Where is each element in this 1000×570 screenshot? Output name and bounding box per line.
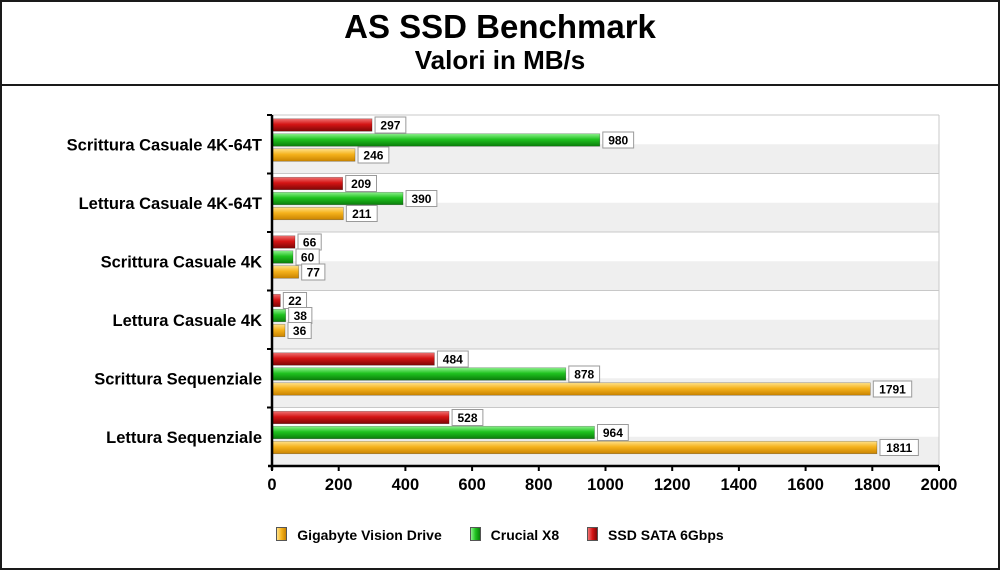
value-label-ssd-sata-6gbps-lettura-casuale-4k-64t: 209 xyxy=(351,177,371,191)
x-tick-label-400: 400 xyxy=(392,476,420,494)
value-box-gigabyte-vision-drive-scrittura-sequenziale xyxy=(872,380,913,398)
value-label-crucial-x8-lettura-sequenziale: 964 xyxy=(603,426,623,440)
value-box-ssd-sata-6gbps-lettura-casuale-4k-64t xyxy=(345,175,378,192)
value-label-gigabyte-vision-drive-scrittura-casuale-4k-64t: 246 xyxy=(363,149,383,163)
value-label-crucial-x8-scrittura-casuale-4k-64t: 980 xyxy=(608,134,628,148)
bar-crucial-x8-lettura-sequenziale xyxy=(272,425,595,440)
legend-label-crucial: Crucial X8 xyxy=(490,527,560,544)
category-label-lettura-casuale-4k: Lettura Casuale 4K xyxy=(113,312,263,330)
legend-item-sata: SSD SATA 6Gbps xyxy=(587,527,724,543)
x-tick-label-600: 600 xyxy=(458,476,486,494)
value-label-ssd-sata-6gbps-lettura-sequenziale: 528 xyxy=(457,411,477,425)
value-label-gigabyte-vision-drive-lettura-sequenziale: 1811 xyxy=(886,441,912,455)
x-tick-label-1400: 1400 xyxy=(721,476,758,494)
category-label-scrittura-sequenziale: Scrittura Sequenziale xyxy=(94,370,262,388)
value-box-ssd-sata-6gbps-lettura-sequenziale xyxy=(451,409,484,426)
bar-crucial-x8-scrittura-casuale-4k-64t xyxy=(272,133,601,147)
bar-ssd-sata-6gbps-lettura-casuale-4k xyxy=(272,293,281,308)
x-tick-label-1200: 1200 xyxy=(654,476,691,494)
value-label-gigabyte-vision-drive-scrittura-casuale-4k: 77 xyxy=(307,266,321,280)
value-box-gigabyte-vision-drive-lettura-casuale-4k-64t xyxy=(345,205,378,222)
value-box-ssd-sata-6gbps-scrittura-sequenziale xyxy=(436,350,469,368)
x-tick-label-800: 800 xyxy=(525,476,553,494)
band-lettura-casuale-4k xyxy=(272,319,939,349)
band-lettura-casuale-4k-64t xyxy=(272,202,939,232)
legend-item-gigabyte: Gigabyte Vision Drive xyxy=(276,527,442,544)
value-label-gigabyte-vision-drive-lettura-casuale-4k: 36 xyxy=(293,324,307,338)
bar-crucial-x8-lettura-casuale-4k-64t xyxy=(272,191,404,206)
value-label-crucial-x8-lettura-casuale-4k-64t: 390 xyxy=(411,192,431,206)
category-label-lettura-casuale-4k-64t: Lettura Casuale 4K-64T xyxy=(79,195,262,213)
chart-subtitle: Valori in MB/s xyxy=(414,45,586,75)
bar-gigabyte-vision-drive-scrittura-sequenziale xyxy=(272,382,871,396)
legend-swatch-crucial xyxy=(469,527,481,542)
value-label-gigabyte-vision-drive-lettura-casuale-4k-64t: 211 xyxy=(352,207,372,221)
category-label-scrittura-casuale-4k: Scrittura Casuale 4K xyxy=(101,253,262,271)
value-box-crucial-x8-lettura-sequenziale xyxy=(596,424,629,441)
value-box-crucial-x8-lettura-casuale-4k-64t xyxy=(405,190,438,207)
value-label-crucial-x8-scrittura-sequenziale: 878 xyxy=(574,368,594,382)
chart-header: AS SSD Benchmark Valori in MB/s xyxy=(2,2,998,86)
bar-gigabyte-vision-drive-scrittura-casuale-4k xyxy=(272,265,299,279)
legend-item-crucial: Crucial X8 xyxy=(469,527,560,544)
x-tick-label-1000: 1000 xyxy=(587,476,624,494)
bar-ssd-sata-6gbps-lettura-sequenziale xyxy=(272,410,450,425)
x-tick-label-1600: 1600 xyxy=(787,476,824,494)
bar-ssd-sata-6gbps-scrittura-casuale-4k-64t xyxy=(272,118,373,132)
bar-gigabyte-vision-drive-lettura-sequenziale xyxy=(272,440,878,455)
category-label-lettura-sequenziale: Lettura Sequenziale xyxy=(106,429,262,447)
category-label-scrittura-casuale-4k-64t: Scrittura Casuale 4K-64T xyxy=(67,136,262,154)
value-box-ssd-sata-6gbps-scrittura-casuale-4k-64t xyxy=(374,116,407,134)
x-tick-label-1800: 1800 xyxy=(854,476,891,494)
x-tick-label-2000: 2000 xyxy=(921,476,958,494)
bar-ssd-sata-6gbps-lettura-casuale-4k-64t xyxy=(272,176,344,191)
bar-crucial-x8-scrittura-casuale-4k xyxy=(272,250,294,264)
bar-crucial-x8-lettura-casuale-4k xyxy=(272,308,286,323)
bar-ssd-sata-6gbps-scrittura-sequenziale xyxy=(272,352,435,366)
value-label-ssd-sata-6gbps-scrittura-casuale-4k-64t: 297 xyxy=(380,119,400,133)
value-label-gigabyte-vision-drive-scrittura-sequenziale: 1791 xyxy=(879,383,906,397)
value-box-gigabyte-vision-drive-scrittura-casuale-4k-64t xyxy=(357,146,390,164)
value-box-crucial-x8-scrittura-casuale-4k-64t xyxy=(602,131,635,149)
bar-gigabyte-vision-drive-lettura-casuale-4k-64t xyxy=(272,206,344,221)
value-box-gigabyte-vision-drive-lettura-casuale-4k xyxy=(287,322,312,339)
value-label-ssd-sata-6gbps-scrittura-casuale-4k: 66 xyxy=(303,236,317,250)
legend-swatch-gigabyte xyxy=(276,527,288,542)
x-tick-label-200: 200 xyxy=(325,476,353,494)
value-box-gigabyte-vision-drive-lettura-sequenziale xyxy=(879,439,919,456)
bar-crucial-x8-scrittura-sequenziale xyxy=(272,367,567,381)
value-label-ssd-sata-6gbps-lettura-casuale-4k: 22 xyxy=(288,294,302,308)
value-label-crucial-x8-scrittura-casuale-4k: 60 xyxy=(301,251,315,265)
value-box-crucial-x8-scrittura-sequenziale xyxy=(568,365,601,383)
bar-gigabyte-vision-drive-lettura-casuale-4k xyxy=(272,323,286,338)
bar-gigabyte-vision-drive-scrittura-casuale-4k-64t xyxy=(272,148,356,162)
value-label-crucial-x8-lettura-casuale-4k: 38 xyxy=(294,309,308,323)
legend-swatch-sata xyxy=(587,527,599,542)
x-tick-label-0: 0 xyxy=(267,476,276,494)
chart-legend: Gigabyte Vision Drive Crucial X8 SSD SAT… xyxy=(2,526,998,543)
value-label-ssd-sata-6gbps-scrittura-sequenziale: 484 xyxy=(443,353,463,367)
value-box-gigabyte-vision-drive-scrittura-casuale-4k xyxy=(301,263,326,281)
legend-label-sata: SSD SATA 6Gbps xyxy=(608,527,724,544)
bar-ssd-sata-6gbps-scrittura-casuale-4k xyxy=(272,235,296,249)
legend-label-gigabyte: Gigabyte Vision Drive xyxy=(297,527,442,544)
chart-title: AS SSD Benchmark xyxy=(344,8,656,45)
band-scrittura-casuale-4k xyxy=(272,261,939,291)
